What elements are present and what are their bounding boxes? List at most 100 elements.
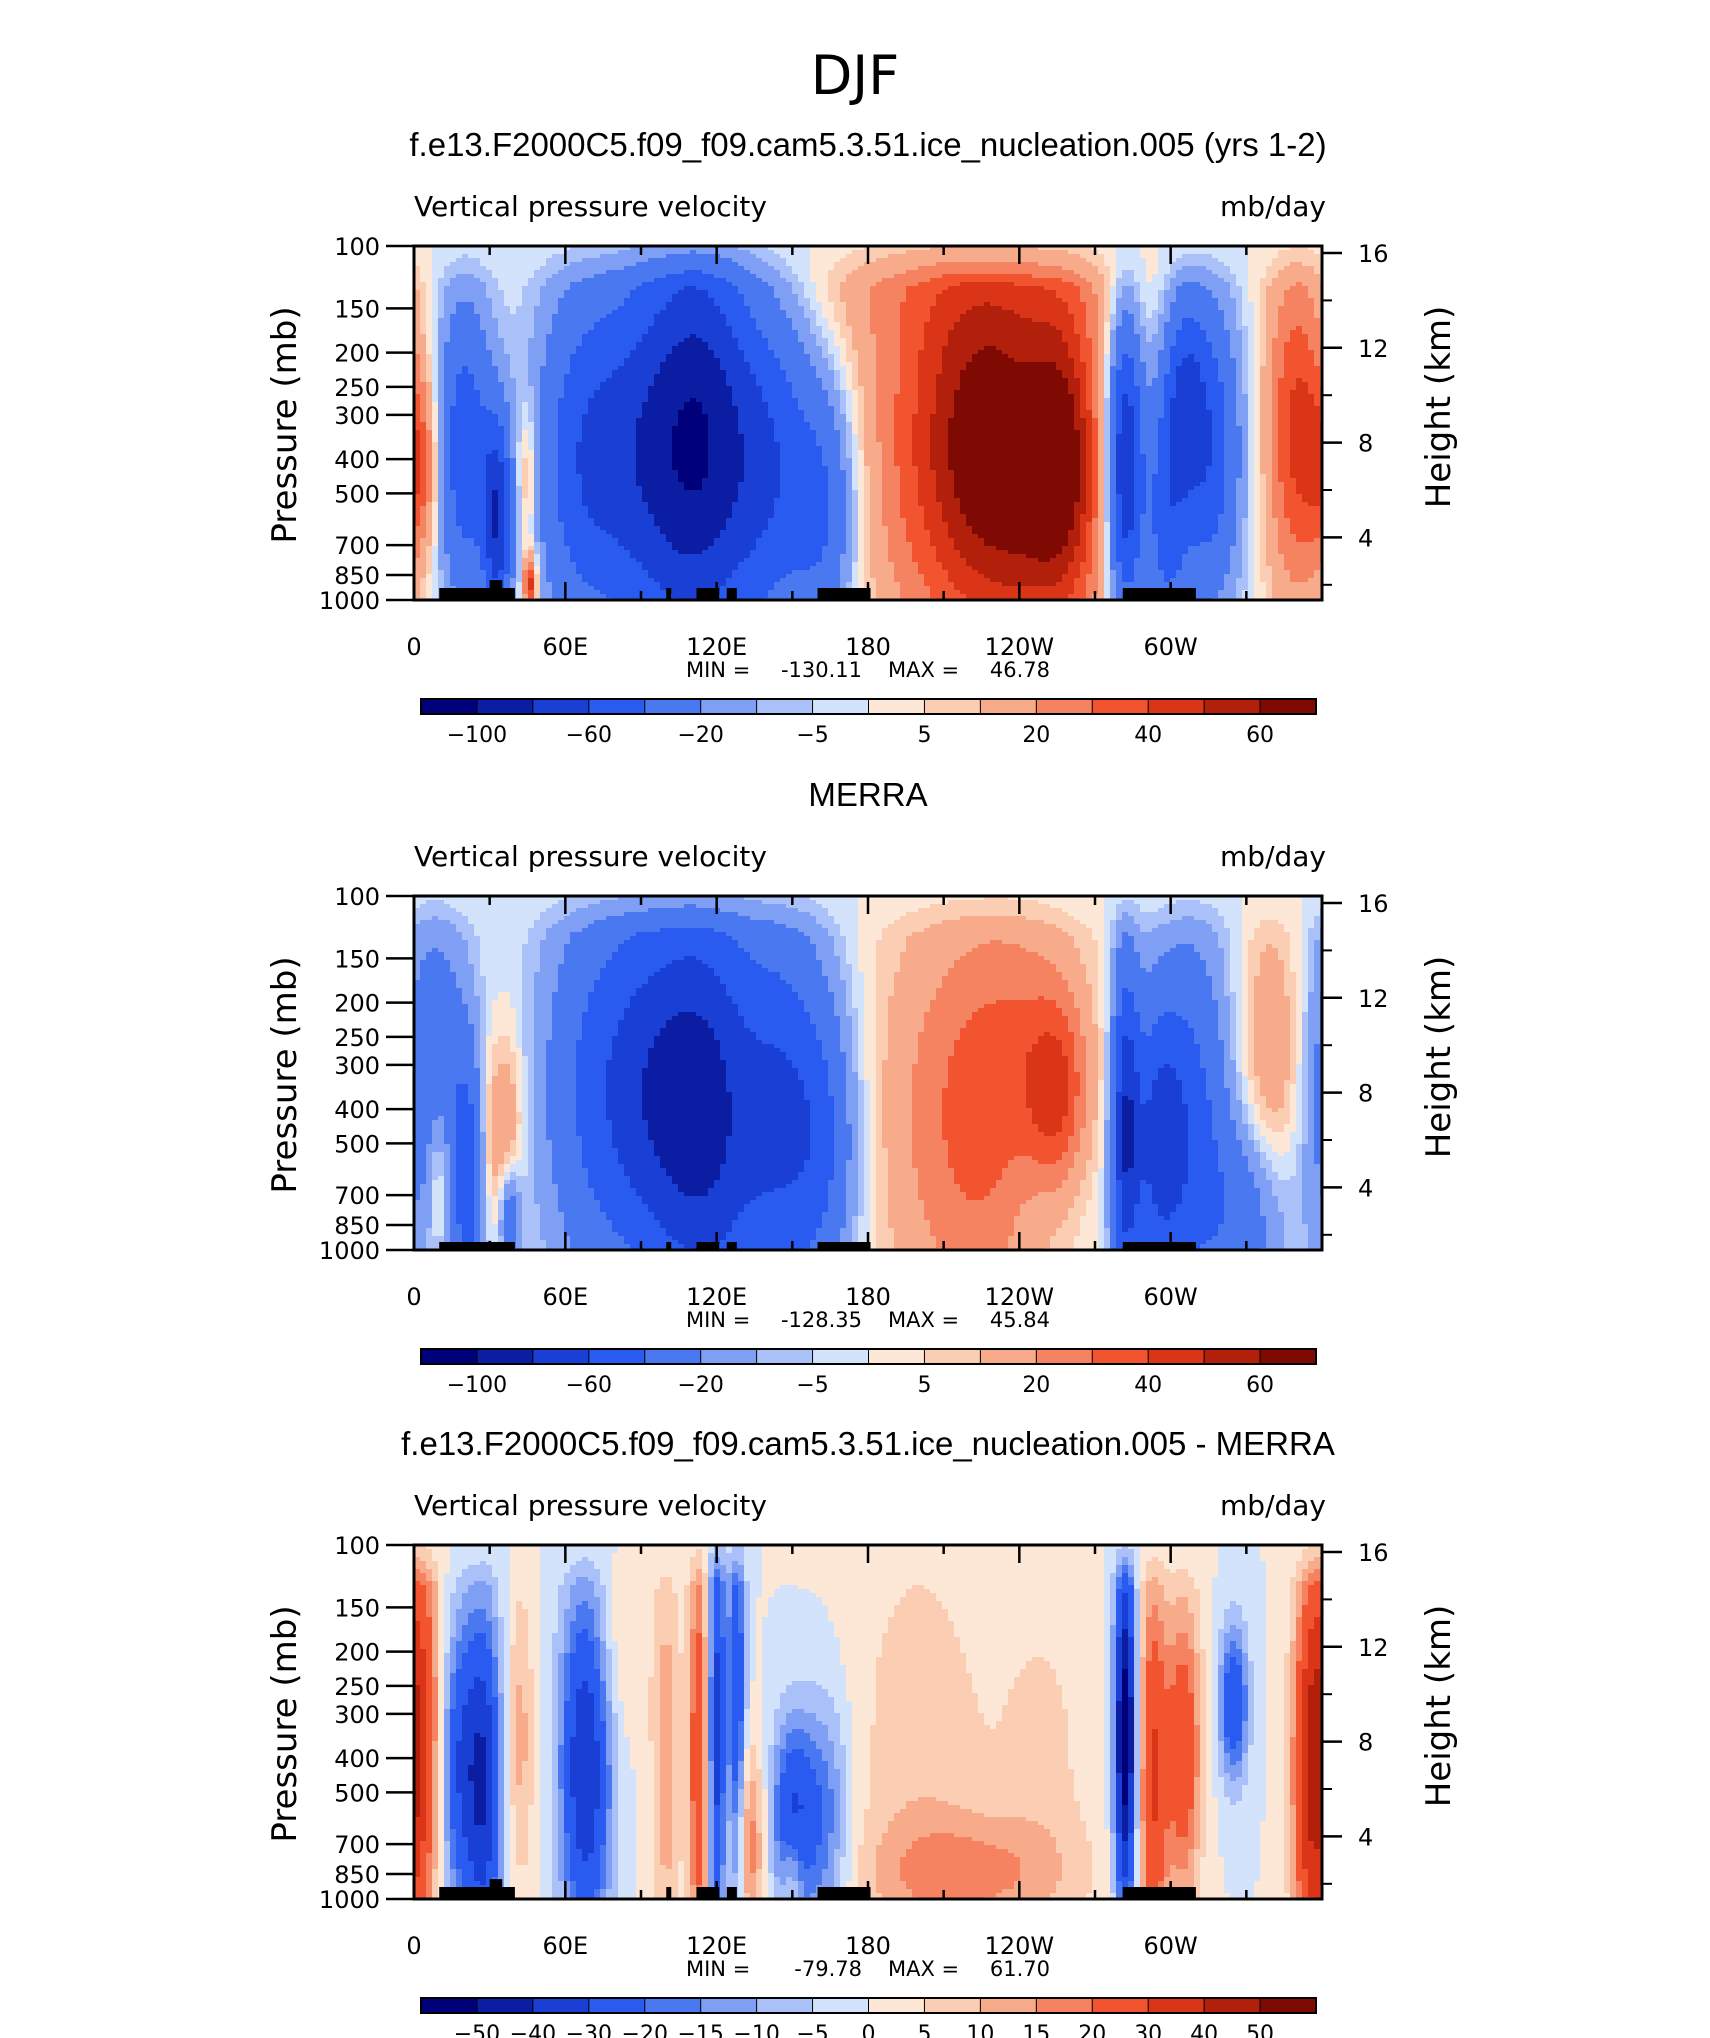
y-tick-label: 100: [334, 1532, 380, 1560]
max-label: MAX =: [888, 1957, 959, 1981]
colorbar-swatch: [644, 1348, 702, 1365]
colorbar-label: 30: [1134, 2022, 1162, 2038]
colorbar: −50 −40 −30 −20 −15 −10 −5 0 5 10 15 20 30 40 50: [420, 1997, 1317, 2038]
y-tick-label: 100: [334, 233, 380, 261]
colorbar-swatch: [1259, 698, 1317, 715]
colorbar-label: 60: [1246, 723, 1274, 748]
y-right-tick-label: 4: [1358, 1823, 1373, 1851]
y-right-tick-label: 4: [1358, 524, 1373, 552]
colorbar-label: −30: [566, 2022, 612, 2038]
variable-label: Vertical pressure velocity: [414, 1489, 767, 1522]
colorbar-label: −60: [566, 1373, 612, 1398]
colorbar-swatch: [1147, 1348, 1206, 1365]
panel-title: MERRA: [808, 776, 927, 813]
colorbar-swatch: [644, 1997, 702, 2014]
x-tick-label: 120E: [686, 633, 747, 661]
x-tick-label: 60W: [1144, 1932, 1198, 1960]
colorbar-label: −50: [454, 2022, 500, 2038]
y-right-tick-label: 12: [1358, 1634, 1389, 1662]
y-axis-title: Pressure (mb): [265, 956, 305, 1193]
y-tick-label: 500: [334, 1130, 380, 1158]
units-label: mb/day: [1220, 190, 1326, 223]
colorbar-label: 20: [1022, 723, 1050, 748]
colorbar-swatch: [700, 1348, 758, 1365]
x-tick-label: 120W: [985, 1932, 1055, 1960]
y-right-tick-label: 8: [1358, 1729, 1373, 1757]
y-tick-label: 400: [334, 1096, 380, 1124]
y-right-tick-label: 16: [1358, 240, 1389, 268]
min-label: MIN =: [686, 1308, 750, 1332]
colorbar-swatch: [532, 1997, 590, 2014]
variable-label: Vertical pressure velocity: [414, 190, 767, 223]
topography-block: [666, 1242, 672, 1251]
figure-title: DJF: [811, 44, 900, 107]
topography-block: [1122, 1242, 1196, 1251]
y-right-tick-label: 16: [1358, 890, 1389, 918]
colorbar-swatch: [1203, 1348, 1262, 1365]
colorbar-swatch: [756, 1348, 814, 1365]
colorbar-swatch: [923, 1348, 982, 1365]
colorbar-swatch: [979, 1348, 1038, 1365]
colorbar-swatch: [1203, 1997, 1262, 2014]
x-tick-label: 120E: [686, 1283, 747, 1311]
colorbar-swatch: [476, 698, 534, 715]
colorbar-label: −15: [677, 2022, 723, 2038]
x-tick-label: 120W: [985, 1283, 1055, 1311]
y-right-tick-label: 8: [1358, 430, 1373, 458]
colorbar-swatch: [588, 1348, 646, 1365]
colorbar-label: 20: [1078, 2022, 1106, 2038]
colorbar-label: −100: [447, 1373, 507, 1398]
y-tick-label: 1000: [319, 587, 380, 615]
x-tick-label: 120E: [686, 1932, 747, 1960]
y-tick-label: 300: [334, 402, 380, 430]
y-tick-label: 150: [334, 945, 380, 973]
topography-block: [489, 580, 503, 601]
units-label: mb/day: [1220, 840, 1326, 873]
topography-block: [696, 588, 720, 601]
colorbar-swatch: [420, 1348, 478, 1365]
colorbar-label: 40: [1190, 2022, 1218, 2038]
x-tick-label: 0: [406, 1932, 421, 1960]
colorbar-label: −5: [796, 1373, 828, 1398]
topography-block: [1122, 588, 1196, 601]
topography-block: [817, 1242, 871, 1251]
x-tick-label: 60E: [542, 1283, 588, 1311]
min-max-stats: MIN = -130.11 MAX = 46.78: [686, 658, 1050, 682]
min-value: -128.35: [781, 1308, 862, 1332]
y-right-tick-label: 8: [1358, 1080, 1373, 1108]
x-tick-label: 60W: [1144, 633, 1198, 661]
y-tick-label: 150: [334, 1594, 380, 1622]
x-tick-label: 180: [845, 1283, 891, 1311]
min-value: -130.11: [781, 658, 862, 682]
colorbar-label: 40: [1134, 1373, 1162, 1398]
y-right-axis-title: Height (km): [1419, 956, 1459, 1159]
colorbar-swatch: [868, 1348, 926, 1365]
min-label: MIN =: [686, 1957, 750, 1981]
x-tick-label: 0: [406, 633, 421, 661]
contour-fill: [414, 1545, 1322, 1899]
y-tick-label: 300: [334, 1052, 380, 1080]
y-tick-label: 100: [334, 883, 380, 911]
topography-block: [666, 588, 672, 601]
min-max-stats: MIN = -79.78 MAX = 61.70: [686, 1957, 1050, 1981]
x-tick-label: 60E: [542, 1932, 588, 1960]
y-tick-label: 500: [334, 1779, 380, 1807]
y-tick-label: 700: [334, 532, 380, 560]
max-label: MAX =: [888, 658, 959, 682]
x-tick-label: 60W: [1144, 1283, 1198, 1311]
topography-block: [489, 1879, 503, 1900]
y-tick-label: 200: [334, 990, 380, 1018]
y-tick-label: 200: [334, 340, 380, 368]
x-tick-label: 180: [845, 1932, 891, 1960]
colorbar-swatch: [1035, 1348, 1094, 1365]
y-tick-label: 250: [334, 374, 380, 402]
contour-fill: [414, 896, 1322, 1250]
units-label: mb/day: [1220, 1489, 1326, 1522]
colorbar-label: 20: [1022, 1373, 1050, 1398]
colorbar-swatch: [868, 1997, 926, 2014]
topography-block: [817, 1887, 871, 1900]
colorbar-swatch: [476, 1997, 534, 2014]
topography-block: [489, 1242, 503, 1251]
